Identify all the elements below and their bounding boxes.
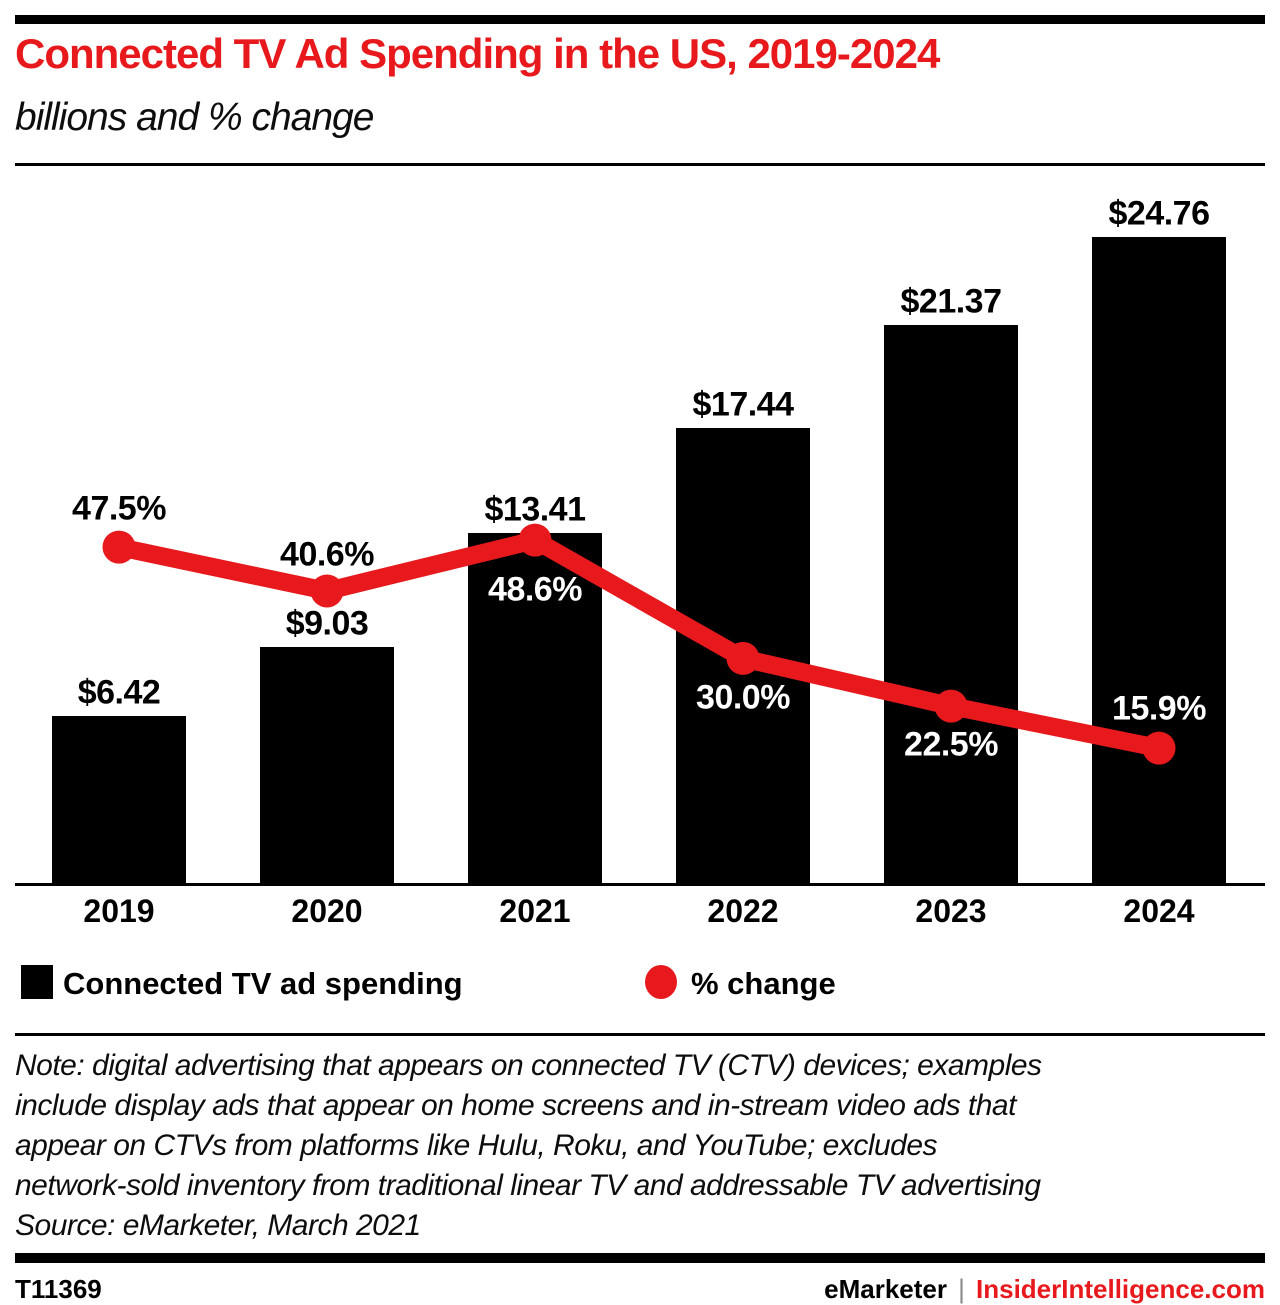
x-axis-label-2024: 2024 [1123,893,1195,929]
x-axis-label-2022: 2022 [707,893,779,929]
page-title: Connected TV Ad Spending in the US, 2019… [15,30,940,77]
bar-2020 [260,647,394,883]
top-rule-bar [15,15,1265,24]
bar-value-label-2019: $6.42 [77,673,161,711]
x-axis-label-2019: 2019 [83,893,155,929]
line-series-legend-label: % change [691,966,836,1001]
emarketer-logo: eMarketer [824,1274,947,1304]
bar-2024 [1092,237,1226,883]
x-axis-label-2023: 2023 [915,893,987,929]
pct-change-point-2020 [310,574,344,608]
pct-label-2022: 30.0% [696,678,790,717]
chart-id: T11369 [15,1274,102,1304]
note-line: include display ads that appear on home … [15,1089,1016,1122]
pct-label-2024: 15.9% [1112,689,1206,728]
bar-value-label-2020: $9.03 [285,604,369,643]
pct-label-2020: 40.6% [280,535,374,574]
bar-2023 [884,325,1018,883]
pct-change-point-2019 [102,530,136,564]
header-divider [15,163,1265,166]
pct-label-2023: 22.5% [904,725,998,764]
legend: Connected TV ad spending % change [21,958,1265,1004]
note-source-line: Source: eMarketer, March 2021 [15,1209,421,1242]
line-series-dot-icon [645,965,677,999]
x-axis-line [15,883,1265,886]
note-divider [15,1033,1265,1036]
bar-series-legend-label: Connected TV ad spending [63,966,463,1001]
footer-brandline: eMarketer | InsiderIntelligence.com [824,1274,1265,1305]
page-subtitle: billions and % change [15,96,374,139]
bar-value-label-2023: $21.37 [900,282,1003,321]
footer-rule-bar [15,1253,1265,1263]
note-line: Note: digital advertising that appears o… [15,1049,1042,1082]
pct-label-2021: 48.6% [488,570,582,609]
bar-value-label-2022: $17.44 [692,385,795,424]
x-axis-label-2021: 2021 [499,893,571,929]
note-block: Note: digital advertising that appears o… [15,1046,1265,1246]
pct-label-2019: 47.5% [72,489,166,528]
bar-series-swatch-icon [21,965,53,999]
bar-value-label-2024: $24.76 [1108,194,1211,233]
note-line: network-sold inventory from traditional … [15,1169,1041,1202]
bar-2022 [676,427,810,883]
note-line: appear on CTVs from platforms like Hulu,… [15,1129,938,1162]
bar-value-label-2021: $13.41 [484,490,587,529]
insider-intelligence-link[interactable]: InsiderIntelligence.com [976,1274,1265,1304]
footer-separator: | [958,1274,966,1304]
x-axis-label-2020: 2020 [291,893,363,929]
bar-2019 [52,715,186,883]
